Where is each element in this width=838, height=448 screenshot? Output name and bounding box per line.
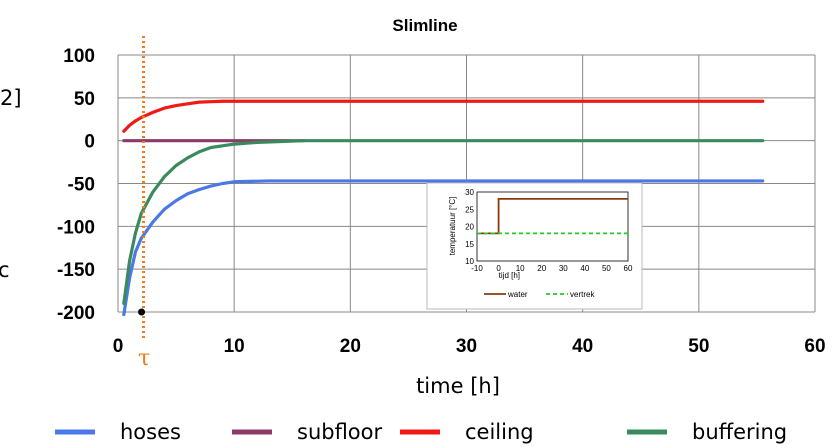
legend-label-buffering: buffering (692, 420, 787, 444)
y-axis-label-fragment: 2] (0, 86, 22, 110)
series-line-buffering (122, 139, 765, 306)
inset-y-tick-label: 15 (465, 240, 474, 249)
y-tick-label: -200 (57, 303, 95, 324)
inset-legend-label: water (507, 290, 528, 299)
inset-y-tick-label: 30 (465, 188, 474, 197)
inset-y-tick-label: 25 (465, 205, 474, 214)
legend-label-subfloor: subfloor (297, 420, 383, 444)
inset-x-axis-label: tijd [h] (499, 271, 520, 280)
y-tick-label: 50 (74, 89, 95, 110)
main-series (122, 36, 765, 340)
series-line-hoses (122, 179, 765, 317)
x-tick-label: 30 (456, 336, 477, 357)
series-line-ceiling (122, 99, 765, 133)
inset-x-tick-label: 10 (516, 264, 525, 273)
x-axis-label: time [h] (416, 374, 500, 398)
y-tick-label: 0 (84, 132, 95, 153)
inset-background (426, 182, 643, 310)
y-axis-label-fragment-left: c (0, 258, 10, 282)
legend-label-hoses: hoses (120, 420, 181, 444)
x-tick-label: 50 (688, 336, 709, 357)
inset-plot-frame (476, 191, 629, 262)
inset-x-tick-label: 30 (559, 264, 568, 273)
x-tick-label: 0 (113, 336, 124, 357)
x-tick-label: 40 (572, 336, 593, 357)
inset-x-tick-label: 50 (602, 264, 611, 273)
chart-title: Slimline (392, 16, 457, 35)
y-tick-label: -50 (68, 175, 95, 196)
legend-label-ceiling: ceiling (465, 420, 534, 444)
inset-x-tick-label: 40 (580, 264, 589, 273)
inset-legend-label: vertrek (570, 290, 595, 299)
x-tick-label: 20 (340, 336, 361, 357)
y-tick-label: 100 (63, 46, 95, 67)
y-tick-label: -150 (57, 260, 95, 281)
inset-y-tick-label: 10 (465, 257, 474, 266)
x-tick-label: 10 (224, 336, 245, 357)
tau-dot (138, 308, 146, 316)
tau-marker-label: τ (138, 346, 150, 371)
inset-y-axis-label: temperatuur [°C] (448, 197, 457, 256)
y-tick-label: -100 (57, 217, 95, 238)
inset-x-tick-label: 60 (624, 264, 633, 273)
legend: hoses subfloor ceiling buffering (55, 420, 787, 444)
inset-x-tick-label: -10 (471, 264, 483, 273)
inset-x-tick-label: 0 (496, 264, 501, 273)
x-tick-label: 60 (804, 336, 825, 357)
inset-y-tick-label: 20 (465, 223, 474, 232)
inset-x-tick-label: 20 (537, 264, 546, 273)
